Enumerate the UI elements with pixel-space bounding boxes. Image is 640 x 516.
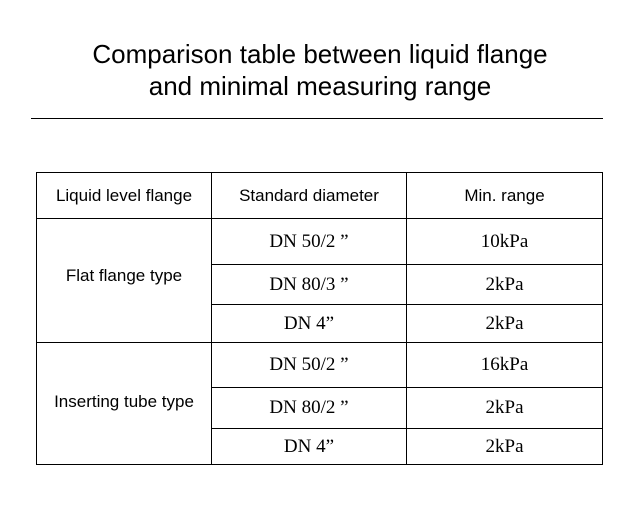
header-diameter: Standard diameter [211,172,407,219]
title-divider [31,118,603,119]
cell-min-range: 2kPa [406,428,603,465]
table-row: DN 80/3 ” 2kPa [37,264,603,305]
cell-min-range: 2kPa [406,304,603,343]
table-header-row: Liquid level flange Standard diameter Mi… [36,172,603,219]
group-label-text: Inserting tube type [54,391,194,411]
cell-min-range: 2kPa [406,264,603,305]
cell-diameter: DN 50/2 ” [211,218,407,265]
title-line-1: Comparison table between liquid flange [92,39,548,69]
cell-diameter: DN 4” [211,304,407,343]
group-label-text: Flat flange type [65,265,183,285]
table-row: DN 4” 2kPa [37,304,603,343]
table-row: DN 4” 2kPa [37,428,603,465]
cell-diameter: DN 80/2 ” [211,387,407,429]
header-flange: Liquid level flange [36,172,212,219]
cell-min-range: 16kPa [406,342,603,388]
table-row: Inserting tube type DN 50/2 ” 16kPa [36,342,603,465]
cell-diameter: DN 50/2 ” [211,342,407,388]
table-row: DN 80/2 ” 2kPa [37,387,603,429]
cell-diameter: DN 80/3 ” [211,264,407,305]
header-min-range: Min. range [406,172,603,219]
page-title: Comparison table between liquid flange a… [0,38,640,102]
cell-diameter: DN 4” [211,428,407,465]
title-line-2: and minimal measuring range [148,71,492,101]
group-label-inserting-tube: Inserting tube type [36,342,212,465]
cell-min-range: 2kPa [406,387,603,429]
comparison-table: Liquid level flange Standard diameter Mi… [36,172,603,465]
table-row: Flat flange type DN 50/2 ” 10kPa [36,218,603,343]
group-label-flat-flange: Flat flange type [36,218,212,343]
cell-min-range: 10kPa [406,218,603,265]
